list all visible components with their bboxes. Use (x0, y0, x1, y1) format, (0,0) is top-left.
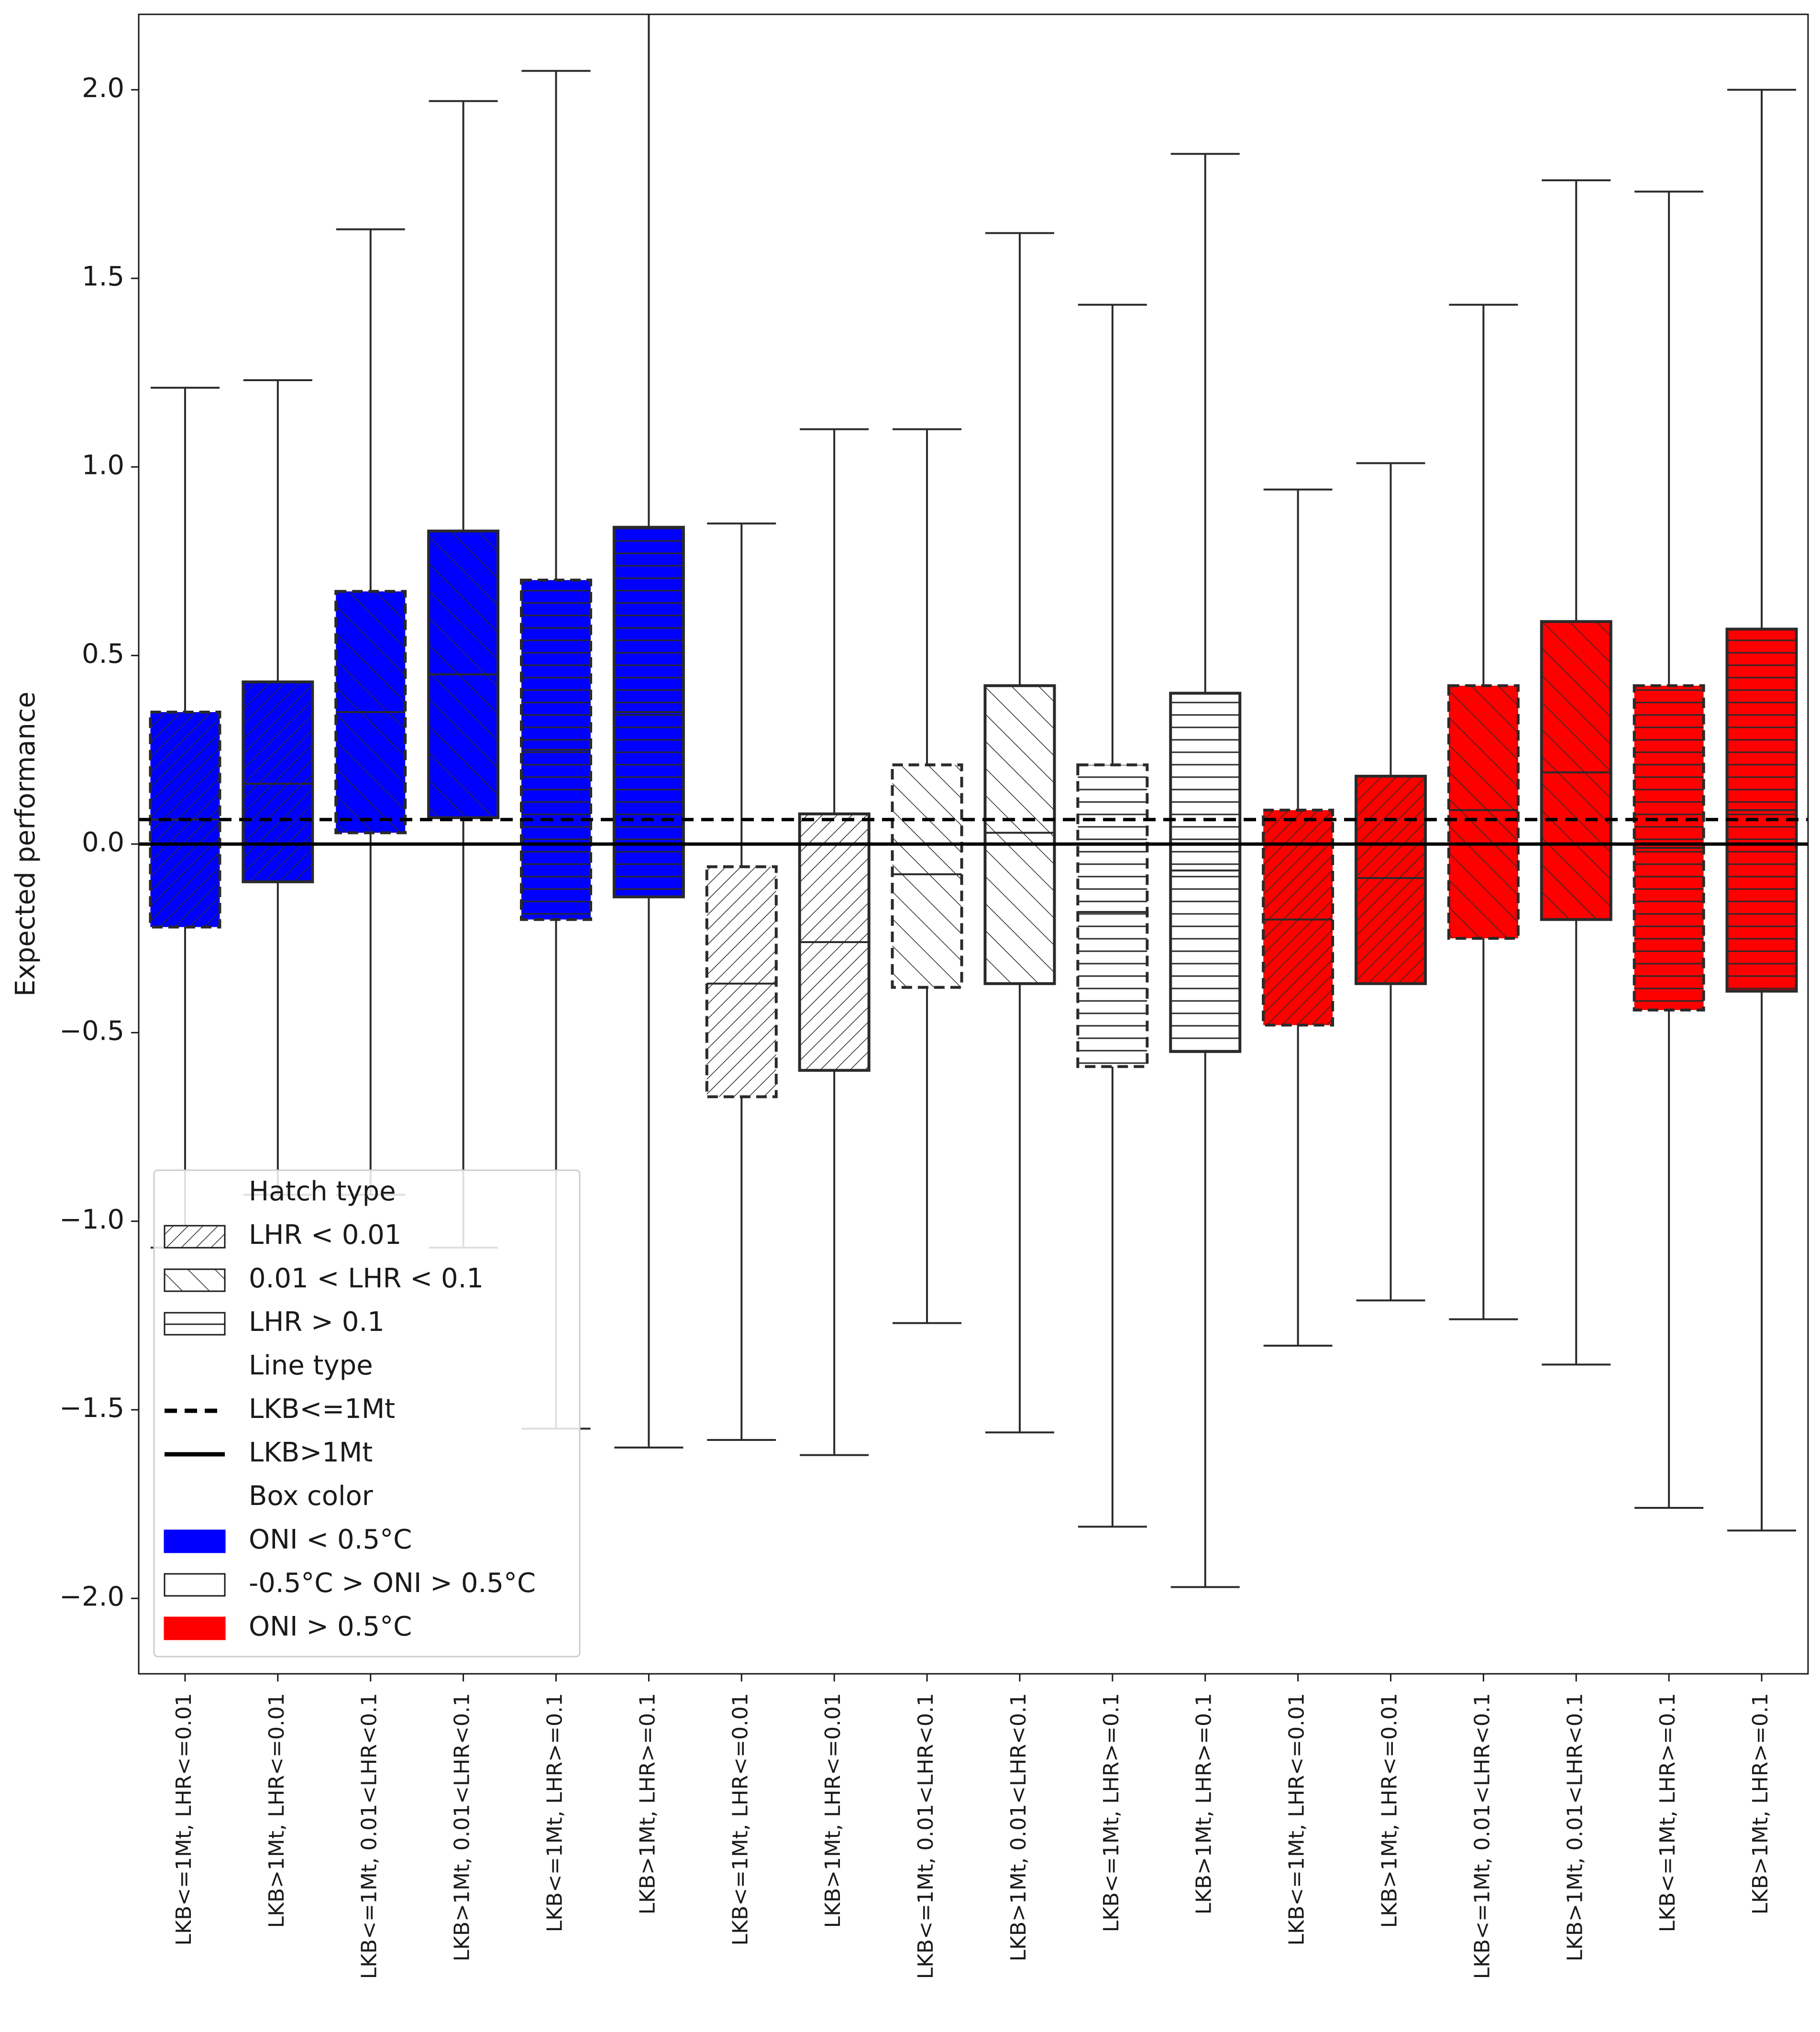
box-outline (891, 763, 963, 989)
box-10 (983, 232, 1056, 1434)
y-tick-label: 0.5 (82, 638, 124, 670)
box-hatch (706, 867, 776, 1097)
box-outline (520, 578, 592, 921)
box-outline (983, 684, 1056, 985)
box-11 (1076, 304, 1149, 1528)
x-tick-label: LKB<=1Mt, LHR<=0.01 (172, 1693, 196, 1945)
x-tick-label: LKB<=1Mt, LHR>=0.1 (1655, 1693, 1680, 1932)
box-17 (1632, 190, 1705, 1509)
x-tick-label: LKB>1Mt, LHR>=0.1 (1192, 1693, 1216, 1914)
box-1 (149, 386, 221, 1249)
box-outline (1076, 763, 1149, 1068)
y-tick-label: −1.5 (59, 1393, 124, 1424)
x-tick-label: LKB<=1Mt, LHR<=0.01 (728, 1693, 752, 1945)
reference-lines (139, 818, 1808, 846)
box-7 (705, 522, 778, 1441)
legend-item-label: LKB<=1Mt (249, 1394, 395, 1425)
box-hatch (1356, 776, 1425, 984)
x-axis: LKB<=1Mt, LHR<=0.01 LKB>1Mt, LHR<=0.01 LKB… (172, 1674, 1773, 1979)
x-tick-label: LKB>1Mt, LHR>=0.1 (1748, 1693, 1773, 1914)
box-outline (1355, 775, 1427, 985)
box-6 (612, 14, 685, 1449)
x-tick-label: LKB>1Mt, LHR<=0.01 (1378, 1693, 1402, 1928)
x-tick-label: LKB<=1Mt, LHR>=0.1 (543, 1693, 567, 1932)
legend-item-label: LKB>1Mt (249, 1437, 373, 1468)
box-hatch (243, 681, 313, 882)
x-tick-label: LKB>1Mt, 0.01<LHR<0.1 (1563, 1693, 1587, 1961)
legend-item-label: LHR < 0.01 (249, 1219, 401, 1251)
legend-section-title: Box color (249, 1481, 374, 1512)
y-tick-label: −2.0 (59, 1581, 124, 1612)
box-8 (798, 428, 871, 1456)
y-axis-label: Expected performance (10, 692, 41, 997)
box-hatch (985, 685, 1055, 984)
box-hatch (1263, 810, 1333, 1025)
x-tick-label: LKB>1Mt, LHR<=0.01 (265, 1693, 289, 1928)
x-tick-label: LKB>1Mt, 0.01<LHR<0.1 (1006, 1693, 1031, 1961)
legend-item-label: LHR > 0.1 (249, 1307, 385, 1338)
legend: Hatch type LHR < 0.01 0.01 < LHR < 0.1 LHR … (153, 1169, 581, 1658)
box-outline (705, 865, 778, 1098)
box-3 (334, 228, 407, 1196)
y-tick-label: −1.0 (59, 1204, 124, 1235)
box-2 (242, 379, 314, 1196)
legend-hatch-pattern (164, 1268, 226, 1292)
box-outline (1540, 620, 1612, 921)
x-tick-label: LKB<=1Mt, 0.01<LHR<0.1 (1470, 1693, 1494, 1979)
box-outline (1169, 692, 1242, 1053)
y-tick-label: 1.0 (82, 450, 124, 481)
legend-item-label: -0.5°C > ONI > 0.5°C (249, 1568, 536, 1599)
box-5 (520, 70, 592, 1430)
legend-section-title: Hatch type (249, 1176, 396, 1207)
x-tick-label: LKB>1Mt, LHR<=0.01 (821, 1693, 845, 1928)
legend-color-swatch (164, 1573, 226, 1597)
box-16 (1540, 179, 1612, 1366)
legend-color-swatch (164, 1529, 226, 1553)
legend-hatch-pattern (164, 1225, 226, 1249)
legend-item-label: 0.01 < LHR < 0.1 (249, 1263, 484, 1294)
x-tick-label: LKB<=1Mt, LHR<=0.01 (1285, 1693, 1309, 1945)
box-9 (891, 428, 963, 1324)
legend-hatch-pattern (164, 1312, 226, 1336)
box-outline (242, 680, 314, 883)
legend-color-swatch (164, 1616, 226, 1640)
y-tick-label: −0.5 (59, 1015, 124, 1046)
box-hatch (892, 765, 962, 988)
legend-frame (153, 1169, 581, 1658)
x-tick-label: LKB>1Mt, LHR>=0.1 (635, 1693, 660, 1914)
box-13 (1262, 488, 1335, 1347)
box-outline (334, 590, 407, 835)
legend-item-label: ONI < 0.5°C (249, 1524, 412, 1555)
box-hatch (1541, 621, 1611, 920)
box-15 (1447, 304, 1520, 1320)
x-tick-label: LKB>1Mt, 0.01<LHR<0.1 (450, 1693, 474, 1961)
box-outline (1447, 684, 1520, 940)
box-14 (1355, 462, 1427, 1302)
boxes-layer (149, 14, 1798, 1588)
box-hatch (1170, 693, 1240, 1052)
y-axis: 2.0 1.5 1.0 0.5 0.0 −0.5 −1.0 −1.5 −2.0 (59, 73, 139, 1612)
y-tick-label: 2.0 (82, 73, 124, 104)
y-tick-label: 0.0 (82, 827, 124, 858)
legend-item-label: ONI > 0.5°C (249, 1611, 412, 1642)
x-tick-label: LKB<=1Mt, 0.01<LHR<0.1 (357, 1693, 382, 1979)
box-outline (1262, 809, 1335, 1027)
box-12 (1169, 153, 1242, 1588)
legend-section-title: Line type (249, 1350, 373, 1381)
x-tick-label: LKB<=1Mt, LHR>=0.1 (1099, 1693, 1124, 1932)
box-hatch (1078, 765, 1147, 1067)
x-tick-label: LKB<=1Mt, 0.01<LHR<0.1 (914, 1693, 938, 1979)
y-tick-label: 1.5 (82, 261, 124, 292)
box-18 (1725, 88, 1798, 1532)
box-hatch (1448, 685, 1518, 939)
box-4 (427, 100, 500, 1249)
